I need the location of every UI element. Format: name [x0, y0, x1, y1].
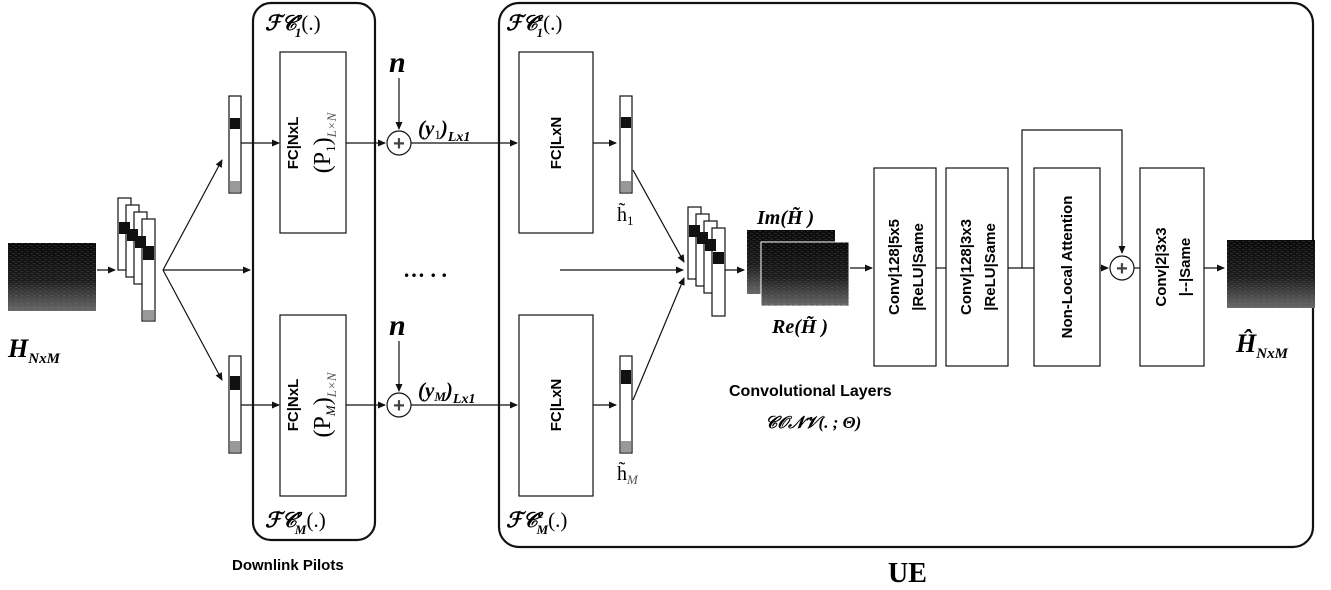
column-vector-bottom: [228, 355, 242, 454]
svg-text:+: +: [1116, 258, 1128, 280]
svg-text:Non-Local Attention: Non-Local Attention: [1059, 196, 1076, 339]
h1-vector: [619, 95, 633, 194]
ym-label: (yM)Lx1: [418, 378, 475, 407]
stacked-vectors-left: [117, 197, 156, 322]
svg-text:+: +: [393, 395, 405, 417]
output-channel-image: [1227, 240, 1315, 308]
fan-out-arrows: [162, 159, 251, 381]
converging-arrows: [560, 169, 685, 401]
hm-vector: [619, 355, 633, 454]
non-local-attention-block: [1033, 167, 1101, 367]
adder-bottom: +: [386, 392, 412, 418]
svg-text:|--|Same: |--|Same: [1177, 238, 1194, 296]
downlink-pilots-caption: Downlink Pilots: [232, 557, 344, 574]
ellipsis: … . .: [403, 257, 447, 282]
svg-text:FC|NxL: FC|NxL: [285, 379, 302, 432]
svg-text:Conv|128|5x5: Conv|128|5x5: [886, 219, 903, 315]
im-label: Im(H̃ ): [756, 206, 814, 229]
svg-text:Conv|128|3x3: Conv|128|3x3: [958, 219, 975, 315]
svg-text:+: +: [393, 133, 405, 155]
fc-nxl-box-bottom: [279, 314, 347, 497]
noise-bottom-label: n: [389, 309, 406, 342]
fc-lxn-top-text: FC|LxN: [548, 117, 565, 170]
fc-lxn-bottom-text: FC|LxN: [548, 379, 565, 432]
ue-caption: UE: [888, 558, 927, 589]
svg-text:FC|LxN: FC|LxN: [548, 117, 565, 170]
noise-top-label: n: [389, 46, 406, 79]
h1-label: h̃1: [617, 201, 634, 228]
fc-nxl-box-top: [279, 51, 347, 234]
fc-r-m-label: ℱ𝒞r M(.): [265, 506, 326, 537]
fc-e-m-label: ℱ𝒞e M(.): [506, 506, 567, 537]
conv-layers-caption: Convolutional Layers: [729, 383, 892, 400]
svg-text:Conv|2|3x3: Conv|2|3x3: [1153, 227, 1170, 306]
adder-top: +: [386, 130, 412, 156]
input-channel-image: [8, 243, 96, 311]
input-label: HNxM: [7, 334, 61, 367]
conv-layer-1: [873, 167, 937, 367]
stacked-vectors-right: [687, 206, 726, 317]
fc-nxl-bottom-text: FC|NxL: [285, 379, 302, 432]
conv-layer-2: [945, 167, 1009, 367]
svg-text:|ReLU|Same: |ReLU|Same: [910, 223, 927, 311]
conv-function-label: 𝒞𝒪𝒩𝒱(. ; Θ): [765, 413, 861, 432]
svg-text:(PM)L×N: (PM)L×N: [310, 371, 339, 437]
hm-label: h̃M: [617, 460, 639, 487]
y1-label: (y1)Lx1: [418, 116, 470, 145]
svg-text:FC|NxL: FC|NxL: [285, 117, 302, 170]
fc-e-1-label: ℱ𝒞e 1(.): [506, 9, 562, 40]
conv-layer-3: [1139, 167, 1205, 367]
fc-lxn-box-top: [518, 51, 594, 234]
fc-lxn-box-bottom: [518, 314, 594, 497]
fc-r-1-label: ℱ𝒞r 1(.): [265, 9, 321, 40]
output-label: ĤNxM: [1235, 329, 1289, 362]
svg-text:FC|LxN: FC|LxN: [548, 379, 565, 432]
conv-layer-2-text: Conv|128|3x3 |ReLU|Same: [958, 219, 999, 315]
fc-nxl-top-text: FC|NxL: [285, 117, 302, 170]
im-re-spectrograms: [747, 230, 850, 307]
conv-layer-1-text: Conv|128|5x5 |ReLU|Same: [886, 219, 927, 315]
skip-connection: [1021, 129, 1126, 268]
conv-layer-3-text: Conv|2|3x3 |--|Same: [1153, 227, 1194, 306]
downlink-pilots-box: [251, 1, 377, 542]
re-label: Re(H̃ ): [771, 315, 828, 338]
svg-text:|ReLU|Same: |ReLU|Same: [982, 223, 999, 311]
non-local-attention-text: Non-Local Attention: [1059, 196, 1076, 339]
svg-text:(P1)L×N: (P1)L×N: [310, 111, 339, 173]
residual-adder: +: [1109, 255, 1135, 281]
pilot-matrix-bottom: (PM)L×N: [310, 371, 339, 437]
pilot-matrix-top: (P1)L×N: [310, 111, 339, 173]
column-vector-top: [228, 95, 242, 194]
